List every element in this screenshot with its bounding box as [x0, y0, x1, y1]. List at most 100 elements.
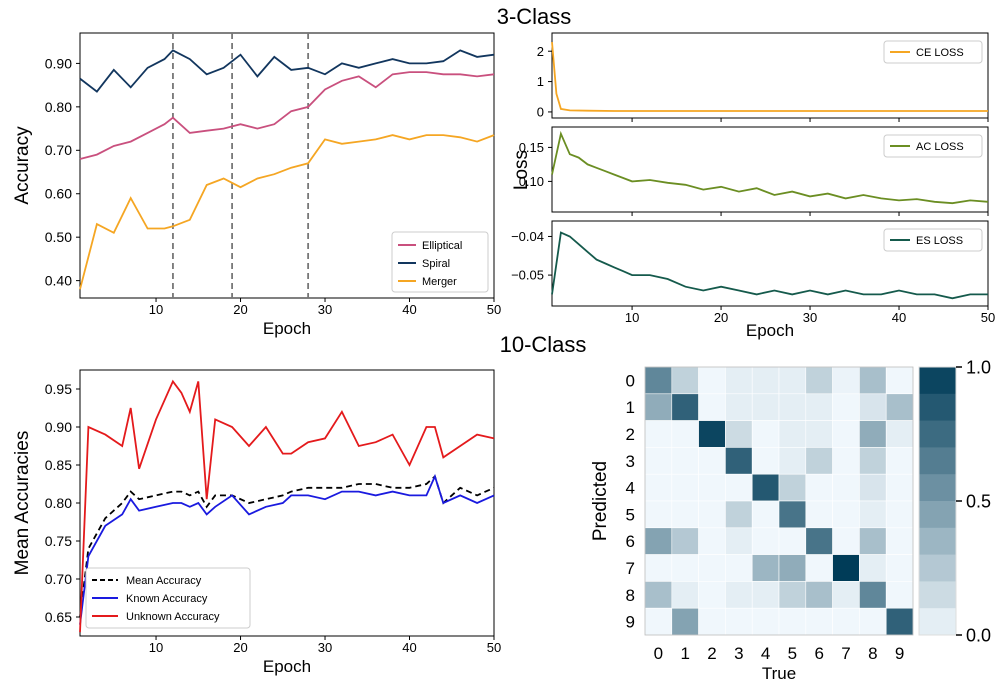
colorbar-segment	[919, 474, 956, 502]
acc3-xtick-label: 40	[402, 302, 416, 317]
confusion-cell	[671, 554, 699, 582]
acc10-ytick-label: 0.75	[45, 533, 72, 549]
confusion-cell	[885, 420, 914, 448]
confusion-xtick-label: 5	[788, 644, 797, 663]
confusion-cell	[751, 554, 780, 582]
section-title-10class: 10-Class	[500, 332, 587, 357]
confusion-cell	[805, 581, 833, 609]
confusion-ytick-label: 9	[626, 613, 635, 632]
acc10-ytick-label: 0.90	[45, 419, 72, 435]
confusion-cell	[832, 447, 860, 475]
loss3-ac-loss-ytick-label: 0.10	[519, 174, 544, 189]
confusion-cell	[698, 607, 726, 636]
loss3-ce-loss-legend	[883, 40, 983, 64]
confusion-cell	[859, 607, 887, 636]
confusion-cell	[805, 366, 833, 395]
confusion-cell	[725, 473, 753, 502]
confusion-cell	[698, 366, 726, 395]
confusion-cell	[778, 581, 807, 609]
confusion-cell	[778, 393, 807, 421]
confusion-cell	[805, 554, 833, 582]
confusion-cell	[751, 420, 780, 448]
confusion-cell	[859, 366, 887, 395]
confusion-cell	[671, 420, 699, 448]
acc3-ytick-label: 0.50	[45, 229, 72, 245]
colorbar-segment	[919, 420, 956, 448]
loss3-ce-loss-legend-label: CE LOSS	[916, 47, 964, 59]
confusion-cell	[751, 447, 780, 475]
loss3-es-loss-ytick-label: −0.05	[511, 268, 544, 283]
colorbar-segment	[919, 447, 956, 475]
confusion-cell	[885, 473, 914, 502]
confusion-ytick-label: 8	[626, 586, 635, 605]
confusion-xtick-label: 8	[868, 644, 877, 663]
acc3-ytick-label: 0.90	[45, 55, 72, 71]
loss3-es-loss-xtick-label: 50	[981, 310, 995, 325]
confusion-cell	[832, 554, 860, 582]
confusion-cell	[698, 500, 726, 529]
confusion-cell	[725, 393, 753, 421]
acc3-ytick-label: 0.80	[45, 99, 72, 115]
confusion-cell	[725, 554, 753, 582]
section-title-3class: 3-Class	[497, 4, 572, 29]
confusion-cell	[859, 393, 887, 421]
confusion-cell	[725, 527, 753, 555]
confusion-cell	[725, 607, 753, 636]
confusion-ytick-label: 7	[626, 559, 635, 578]
confusion-cell	[671, 393, 699, 421]
confusion-cell	[885, 527, 914, 555]
confusion-cell	[671, 581, 699, 609]
confusion-cell	[859, 500, 887, 529]
acc10-xtick-label: 10	[149, 640, 163, 655]
colorbar-segment	[919, 501, 956, 529]
colorbar-tick-label: 0.0	[966, 625, 991, 645]
confusion-cell	[751, 500, 780, 529]
confusion-cell	[778, 527, 807, 555]
confusion-cell	[751, 393, 780, 421]
acc3-ytick-label: 0.40	[45, 273, 72, 289]
confusion-cell	[805, 527, 833, 555]
acc10-ylabel: Mean Accuracies	[12, 431, 33, 576]
acc10-ytick-label: 0.70	[45, 571, 72, 587]
confusion-cell	[698, 420, 726, 448]
confusion-cell	[778, 500, 807, 529]
confusion-cell	[805, 607, 833, 636]
confusion-cell	[805, 473, 833, 502]
loss3-ac-loss-legend	[883, 134, 983, 158]
loss3-ce-loss-frame	[551, 32, 989, 119]
confusion-cell	[832, 581, 860, 609]
confusion-cell	[644, 554, 673, 582]
acc10-series-known-accuracy	[79, 473, 495, 625]
acc10-ytick-label: 0.65	[45, 609, 72, 625]
confusion-xtick-label: 7	[841, 644, 850, 663]
confusion-ytick-label: 0	[626, 371, 635, 390]
loss3-es-loss-legend-label: ES LOSS	[916, 235, 963, 247]
colorbar-segment	[919, 393, 956, 422]
confusion-cell	[698, 554, 726, 582]
confusion-cell	[644, 500, 673, 529]
acc3-xlabel: Epoch	[263, 319, 311, 338]
confusion-cell	[805, 393, 833, 421]
acc10-xtick-label: 40	[402, 640, 416, 655]
confusion-cell	[698, 393, 726, 421]
confusion-cell	[751, 607, 780, 636]
confusion-xtick-label: 0	[654, 644, 663, 663]
acc10-xtick-label: 50	[487, 640, 501, 655]
acc10-legend-label: Known Accuracy	[126, 593, 208, 605]
confusion-cell	[859, 527, 887, 555]
colorbar-segment	[919, 608, 956, 636]
confusion-cell	[778, 366, 807, 395]
confusion-cell	[805, 447, 833, 475]
confusion-cell	[885, 447, 914, 475]
chart-loss-3class: 0 1 2 CE LOSS 0.10 0.15 AC LOSS 10 20 30 40 50 −0.05…	[511, 32, 995, 340]
confusion-cell	[885, 366, 914, 395]
confusion-ytick-label: 4	[626, 479, 635, 498]
chart-confusion-matrix: 00112233445566778899TruePredicted0.00.51…	[590, 357, 991, 683]
confusion-cell	[644, 366, 673, 395]
confusion-cell	[885, 581, 914, 609]
confusion-cell	[859, 473, 887, 502]
confusion-cell	[751, 527, 780, 555]
acc3-legend-label: Spiral	[422, 258, 450, 270]
loss3-es-loss-legend	[883, 228, 983, 252]
